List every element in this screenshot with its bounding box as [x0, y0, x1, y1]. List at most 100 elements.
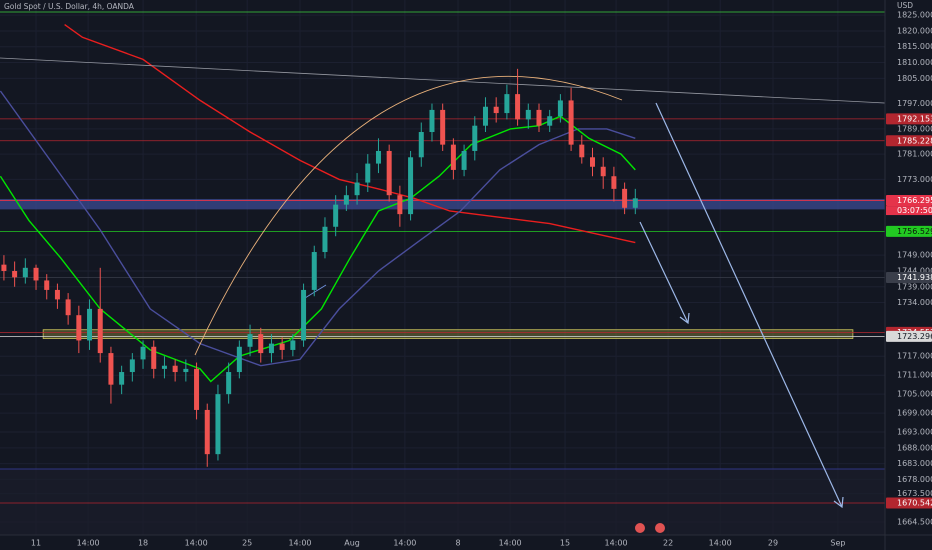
candle-body	[600, 166, 606, 177]
price-labels: 1825.000 1820.000 1815.000 1810.000 1805.000…	[31, 11, 932, 548]
candle-body	[333, 204, 339, 227]
candle-body	[54, 289, 60, 300]
y-tick-label: 1797.000	[897, 99, 932, 108]
small-line	[304, 284, 327, 299]
candle-body	[12, 270, 18, 278]
candle-body	[258, 334, 264, 354]
axis-unit: USD	[897, 1, 913, 10]
price-label-box	[886, 113, 932, 125]
price-label-box	[886, 195, 932, 207]
y-tick-label: 1717.000	[897, 352, 932, 361]
y-tick-label: 1781.000	[897, 150, 932, 159]
candle-body	[622, 188, 628, 208]
candle-body	[279, 343, 285, 350]
candle-body	[632, 198, 638, 208]
y-tick-label: 1664.500	[897, 518, 932, 527]
x-tick-label: 8	[455, 539, 460, 548]
candle-body	[268, 343, 274, 354]
candle-body	[236, 346, 242, 373]
event-icons	[635, 523, 665, 533]
candle-body	[450, 144, 456, 170]
x-tick-label: 18	[138, 539, 148, 548]
y-tick-label: 1683.000	[897, 459, 932, 468]
y-tick-label: 1815.000	[897, 42, 932, 51]
candle-body	[161, 365, 167, 369]
chart-title: Gold Spot / U.S. Dollar, 4h, OANDA	[4, 2, 135, 11]
y-tick-label: 1693.000	[897, 428, 932, 437]
price-label: 1670.542	[897, 498, 932, 507]
arrow	[639, 221, 689, 324]
candle-body	[579, 144, 585, 158]
y-tick-label: 1749.000	[897, 251, 932, 260]
candle-body	[226, 372, 232, 395]
price-label: 1723.296	[897, 332, 932, 341]
x-tick-label: 14:00	[499, 539, 522, 548]
x-tick-label: 14:00	[77, 539, 100, 548]
x-tick-label: 14:00	[709, 539, 732, 548]
candle-body	[461, 150, 467, 170]
back-layer	[0, 0, 885, 535]
candle-body	[429, 109, 435, 133]
candle-body	[183, 368, 189, 373]
price-label-box	[886, 135, 932, 147]
candle-body	[33, 267, 39, 281]
candle-body	[172, 365, 178, 373]
candle-body	[504, 94, 510, 114]
candle-body	[365, 163, 371, 183]
y-tick-label: 1739.000	[897, 282, 932, 291]
price-label: 1741.938	[897, 273, 932, 282]
y-tick-label: 1711.000	[897, 371, 932, 380]
candle-body	[129, 359, 135, 373]
x-tick-label: 29	[768, 539, 778, 548]
y-tick-label: 1773.000	[897, 175, 932, 184]
countdown-box	[886, 206, 932, 216]
candle-body	[215, 394, 221, 455]
y-tick-label: 1805.000	[897, 74, 932, 83]
candle-body	[108, 353, 114, 385]
arrow	[655, 102, 843, 508]
candle-body	[375, 150, 381, 164]
price-label: 1785.228	[897, 136, 932, 145]
candle-body	[87, 308, 93, 341]
arrow-head	[679, 312, 690, 325]
price-label-box	[886, 330, 932, 342]
price-label: 1792.153	[897, 114, 932, 123]
y-tick-label: 1673.500	[897, 489, 932, 498]
zone	[0, 198, 885, 210]
candle-body	[386, 150, 392, 196]
moving-average	[0, 115, 636, 383]
candle-body	[44, 280, 50, 290]
candle-body	[322, 226, 328, 253]
candle-body	[354, 182, 360, 196]
event-icon	[635, 523, 645, 533]
x-tick-label: 14:00	[288, 539, 311, 548]
candle-body	[515, 94, 521, 120]
y-tick-label: 1810.000	[897, 58, 932, 67]
x-tick-label: 14:00	[185, 539, 208, 548]
trend-line	[0, 57, 886, 104]
candle-body	[547, 116, 553, 126]
x-tick-label: 14:00	[605, 539, 628, 548]
candle-body	[611, 176, 617, 189]
candle-body	[568, 100, 574, 145]
candle-body	[97, 308, 103, 354]
candle-body	[119, 372, 125, 385]
x-tick-label: 11	[31, 539, 41, 548]
candle-body	[22, 267, 28, 278]
zone	[0, 468, 885, 535]
price-label: 1756.529	[897, 227, 932, 236]
price-label-box	[886, 225, 932, 237]
y-tick-label: 1705.000	[897, 390, 932, 399]
candle-body	[290, 340, 296, 350]
candle-body	[589, 157, 595, 167]
zone	[42, 329, 854, 339]
candle-body	[76, 315, 82, 341]
drawings	[0, 57, 886, 509]
x-tick-label: Aug	[344, 539, 360, 548]
front-layer	[1, 68, 638, 467]
y-tick-label: 1820.000	[897, 26, 932, 35]
y-tick-label: 1789.000	[897, 124, 932, 133]
y-tick-label: 1744.000	[897, 266, 932, 275]
candle-body	[525, 109, 531, 120]
